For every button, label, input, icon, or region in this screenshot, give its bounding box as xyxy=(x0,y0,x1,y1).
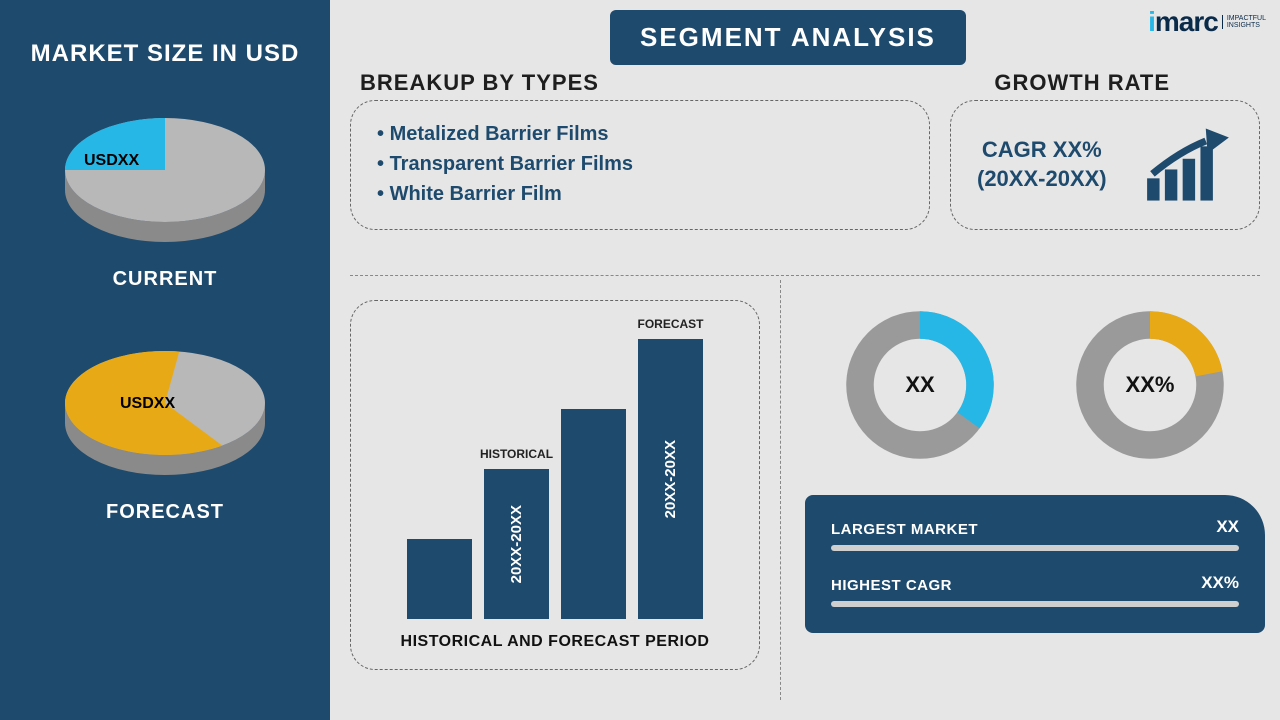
info-row-label: HIGHEST CAGR xyxy=(831,577,952,594)
breakup-item: White Barrier Film xyxy=(377,179,903,209)
sidebar-title: MARKET SIZE IN USD xyxy=(31,40,300,68)
bar-chart-caption: HISTORICAL AND FORECAST PERIOD xyxy=(401,633,710,651)
growth-text: CAGR XX%(20XX-20XX) xyxy=(977,136,1107,193)
right-bottom-panel: XX XX% LARGEST MARKETXXHIGHEST CAGRXX% xyxy=(805,300,1265,633)
donut-row: XX XX% xyxy=(805,310,1265,460)
info-row-value: XX xyxy=(1216,517,1239,537)
bar xyxy=(561,409,626,619)
breakup-list: Metalized Barrier FilmsTransparent Barri… xyxy=(377,119,903,209)
pie-current: USDXX CURRENT xyxy=(50,108,280,291)
bar-chart: HISTORICAL20XX-20XXFORECAST20XX-20XX xyxy=(377,319,733,619)
brand-logo: iimarcmarc IMPACTFULINSIGHTS xyxy=(1148,6,1266,38)
donut-cagr: XX% xyxy=(1075,310,1225,460)
info-row: HIGHEST CAGRXX% xyxy=(831,577,1239,607)
bar-period-label: 20XX-20XX xyxy=(662,440,679,518)
bar-top-label: FORECAST xyxy=(638,317,704,331)
growth-title: GROWTH RATE xyxy=(994,70,1170,96)
pie-value-tag: USDXX xyxy=(84,152,139,170)
breakup-item: Metalized Barrier Films xyxy=(377,119,903,149)
info-row-value: XX% xyxy=(1201,573,1239,593)
page-title: SEGMENT ANALYSIS xyxy=(610,10,966,65)
breakup-box: Metalized Barrier FilmsTransparent Barri… xyxy=(350,100,930,230)
bar xyxy=(407,539,472,619)
pie-forecast: USDXX FORECAST xyxy=(50,341,280,524)
donut-center-label: XX% xyxy=(1126,372,1175,398)
pie-value-tag: USDXX xyxy=(120,395,175,413)
info-row: LARGEST MARKETXX xyxy=(831,521,1239,551)
info-row-bar xyxy=(831,545,1239,551)
pie-forecast-label: FORECAST xyxy=(106,501,224,524)
growth-arrow-icon xyxy=(1143,125,1233,205)
donut-largest: XX xyxy=(845,310,995,460)
bar-period-label: 20XX-20XX xyxy=(508,505,525,583)
info-row-bar xyxy=(831,601,1239,607)
donut-center-label: XX xyxy=(905,372,934,398)
growth-box: CAGR XX%(20XX-20XX) xyxy=(950,100,1260,230)
pie-current-label: CURRENT xyxy=(113,268,218,291)
h-divider xyxy=(350,275,1260,276)
breakup-item: Transparent Barrier Films xyxy=(377,149,903,179)
bar: FORECAST20XX-20XX xyxy=(638,339,703,619)
sidebar: MARKET SIZE IN USD USDXX CURRENT USDXX F… xyxy=(0,0,330,720)
breakup-title: BREAKUP BY TYPES xyxy=(360,70,599,96)
bar-top-label: HISTORICAL xyxy=(480,447,553,461)
main-area: SEGMENT ANALYSIS iimarcmarc IMPACTFULINS… xyxy=(330,0,1280,720)
bar-chart-box: HISTORICAL20XX-20XXFORECAST20XX-20XX HIS… xyxy=(350,300,760,670)
info-panel: LARGEST MARKETXXHIGHEST CAGRXX% xyxy=(805,495,1265,633)
info-row-label: LARGEST MARKET xyxy=(831,521,978,538)
v-divider xyxy=(780,280,781,700)
bar: HISTORICAL20XX-20XX xyxy=(484,469,549,619)
